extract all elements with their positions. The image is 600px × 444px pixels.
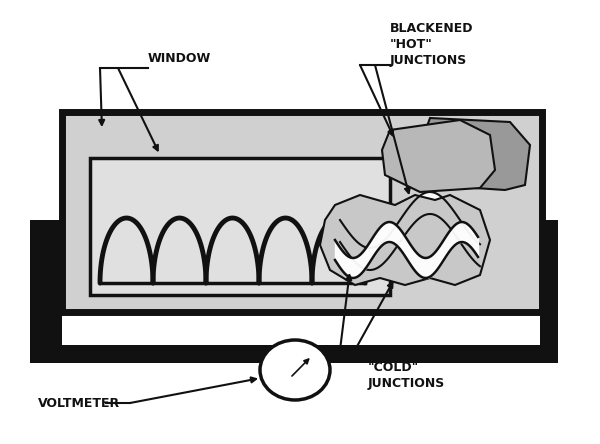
Bar xyxy=(90,158,390,295)
Text: SHIELDED
"COLD"
JUNCTIONS: SHIELDED "COLD" JUNCTIONS xyxy=(368,345,445,390)
Bar xyxy=(30,345,540,363)
Text: BLACKENED
"HOT"
JUNCTIONS: BLACKENED "HOT" JUNCTIONS xyxy=(390,22,473,67)
Text: WINDOW: WINDOW xyxy=(148,52,211,64)
Bar xyxy=(540,220,558,363)
Polygon shape xyxy=(382,120,495,192)
Bar xyxy=(62,112,542,312)
Polygon shape xyxy=(320,195,490,285)
Ellipse shape xyxy=(260,340,330,400)
Polygon shape xyxy=(415,118,530,190)
Text: VOLTMETER: VOLTMETER xyxy=(38,396,120,409)
Bar xyxy=(30,220,62,360)
